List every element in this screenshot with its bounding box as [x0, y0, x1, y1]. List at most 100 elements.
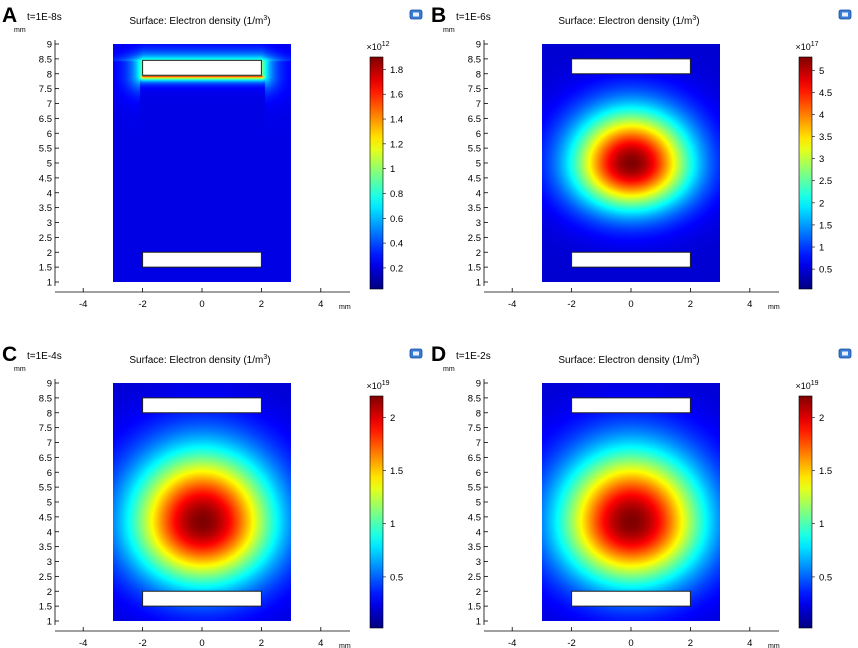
- plot-title-main: Surface: Electron density (1/m: [558, 16, 692, 27]
- colorbar: [798, 395, 813, 629]
- y-tick-label: 8: [476, 408, 481, 419]
- colorbar-tick-label: 0.8: [390, 189, 403, 200]
- y-tick-label: 4.5: [468, 173, 481, 184]
- y-tick-label: 5: [47, 498, 52, 509]
- lower-electrode: [571, 590, 691, 607]
- lower-electrode: [142, 590, 262, 607]
- y-tick-label: 4.5: [39, 512, 52, 523]
- panel-letter: D: [431, 343, 446, 366]
- y-tick-label: 7: [476, 99, 481, 110]
- y-tick-label: 9: [476, 379, 481, 390]
- y-tick-label: 1: [476, 617, 481, 628]
- lower-electrode: [571, 251, 691, 268]
- x-tick-label: -4: [508, 638, 516, 648]
- y-tick-label: 3: [476, 557, 481, 568]
- y-tick-label: 3.5: [468, 203, 481, 214]
- colorbar: [798, 56, 813, 290]
- y-tick-label: 7: [47, 99, 52, 110]
- density-heatmap: [113, 383, 291, 621]
- y-tick-label: 7.5: [468, 84, 481, 95]
- x-tick-label: 2: [688, 299, 693, 310]
- graphics-icon: [409, 9, 423, 20]
- y-tick-label: 5: [476, 159, 481, 170]
- graphics-icon-screen: [842, 12, 848, 17]
- panel-letter: A: [2, 4, 17, 27]
- x-tick-label: -2: [567, 299, 575, 310]
- lower-electrode: [142, 251, 262, 268]
- y-tick-label: 4: [47, 188, 52, 199]
- time-label: t=1E-4s: [27, 351, 62, 362]
- graphics-icon-screen: [842, 351, 848, 356]
- y-tick-label: 5: [476, 498, 481, 509]
- colorbar-tick-label: 1: [819, 243, 824, 254]
- x-tick-label: 4: [318, 638, 323, 648]
- y-tick-label: 9: [47, 379, 52, 390]
- x-tick-label: -4: [79, 299, 87, 310]
- y-tick-label: 8: [47, 408, 52, 419]
- colorbar-tick-label: 0.5: [819, 265, 832, 276]
- y-tick-label: 2: [47, 587, 52, 598]
- colorbar-exponent-base: ×10: [795, 42, 810, 52]
- y-tick-label: 4.5: [468, 512, 481, 523]
- colorbar-tick-label: 4.5: [819, 88, 832, 99]
- y-tick-label: 5.5: [468, 144, 481, 155]
- plot-title-sup: 3: [692, 354, 696, 361]
- y-tick-label: 6: [476, 468, 481, 479]
- y-tick-label: 6: [47, 129, 52, 140]
- y-tick-label: 2: [476, 587, 481, 598]
- y-tick-label: 3.5: [468, 542, 481, 553]
- colorbar-exponent-base: ×10: [795, 381, 810, 391]
- plot-title: Surface: Electron density (1/m3): [129, 15, 270, 27]
- colorbar: [369, 395, 384, 629]
- x-tick-label: -4: [508, 299, 516, 310]
- x-tick-label: -2: [138, 299, 146, 310]
- colorbar-tick-label: 1.8: [390, 65, 403, 76]
- colorbar-tick-label: 2: [819, 198, 824, 209]
- density-heatmap: [113, 44, 291, 282]
- colorbar-exponent-base: ×10: [366, 381, 381, 391]
- x-tick-label: 2: [259, 638, 264, 648]
- colorbar-tick-label: 1: [819, 519, 824, 530]
- x-axis-unit: mm: [339, 304, 351, 311]
- y-tick-label: 4: [47, 527, 52, 538]
- y-tick-label: 4.5: [39, 173, 52, 184]
- x-tick-label: 4: [747, 299, 752, 310]
- y-tick-label: 7.5: [39, 84, 52, 95]
- plot-title-tail: ): [267, 16, 270, 27]
- y-tick-label: 8.5: [468, 54, 481, 65]
- x-tick-label: -2: [567, 638, 575, 648]
- x-tick-label: 4: [747, 638, 752, 648]
- y-tick-label: 6: [476, 129, 481, 140]
- graphics-icon-screen: [413, 12, 419, 17]
- colorbar-tick-label: 3.5: [819, 132, 832, 143]
- y-tick-label: 8.5: [39, 393, 52, 404]
- y-axis-unit: mm: [14, 27, 26, 34]
- y-tick-label: 1.5: [39, 263, 52, 274]
- colorbar-tick-label: 1.5: [390, 466, 403, 477]
- graphics-icon-screen: [413, 351, 419, 356]
- y-tick-label: 7.5: [39, 423, 52, 434]
- y-tick-label: 1: [476, 278, 481, 289]
- colorbar: [369, 56, 384, 290]
- y-tick-label: 5: [47, 159, 52, 170]
- x-tick-label: -4: [79, 638, 87, 648]
- y-axis-unit: mm: [443, 27, 455, 34]
- y-tick-label: 2.5: [468, 233, 481, 244]
- colorbar-tick-label: 1.6: [390, 90, 403, 101]
- y-tick-label: 3: [47, 557, 52, 568]
- colorbar-exponent: ×1019: [366, 380, 389, 391]
- plot-title: Surface: Electron density (1/m3): [558, 354, 699, 366]
- x-tick-label: 2: [259, 299, 264, 310]
- graphics-icon: [409, 348, 423, 359]
- graphics-icon: [838, 9, 852, 20]
- y-tick-label: 5.5: [39, 144, 52, 155]
- colorbar-tick-label: 1.5: [819, 220, 832, 231]
- colorbar-tick-label: 1.4: [390, 115, 403, 126]
- time-label: t=1E-6s: [456, 12, 491, 23]
- y-tick-label: 6.5: [468, 114, 481, 125]
- colorbar-exponent-base: ×10: [366, 42, 381, 52]
